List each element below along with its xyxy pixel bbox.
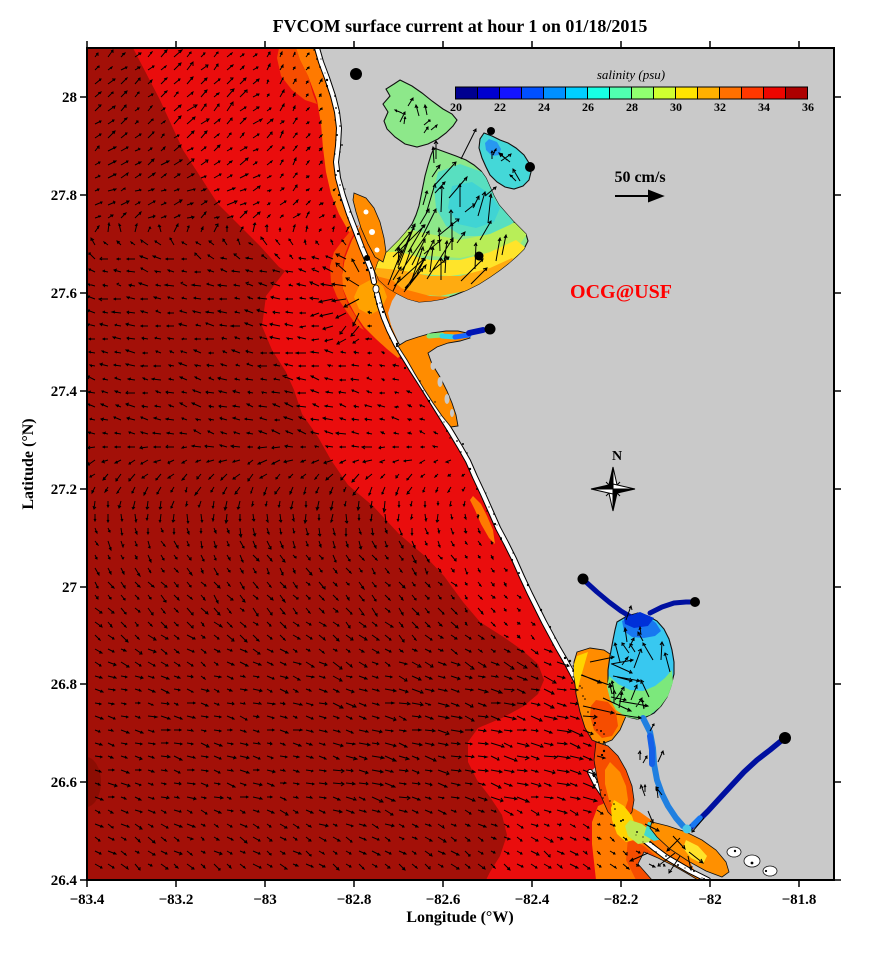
- svg-text:−82.8: −82.8: [337, 892, 372, 908]
- svg-text:26.4: 26.4: [51, 873, 78, 889]
- svg-text:34: 34: [758, 100, 770, 114]
- svg-text:27.6: 27.6: [51, 286, 78, 302]
- svg-text:28: 28: [62, 90, 77, 106]
- svg-text:36: 36: [802, 100, 814, 114]
- svg-text:20: 20: [450, 100, 462, 114]
- svg-text:27.8: 27.8: [51, 188, 77, 204]
- svg-text:N: N: [612, 449, 622, 464]
- svg-text:22: 22: [494, 100, 506, 114]
- svg-text:Longitude (°W): Longitude (°W): [406, 909, 513, 926]
- svg-text:27.4: 27.4: [51, 384, 78, 400]
- svg-text:27: 27: [62, 580, 78, 596]
- svg-text:50 cm/s: 50 cm/s: [614, 169, 665, 186]
- svg-text:30: 30: [670, 100, 682, 114]
- svg-text:−81.8: −81.8: [782, 892, 817, 908]
- svg-text:32: 32: [714, 100, 726, 114]
- svg-text:−82.2: −82.2: [604, 892, 639, 908]
- svg-text:26.6: 26.6: [51, 775, 78, 791]
- svg-text:26: 26: [582, 100, 594, 114]
- svg-text:salinity (psu): salinity (psu): [597, 67, 665, 82]
- svg-text:−82.6: −82.6: [426, 892, 461, 908]
- svg-text:−83.4: −83.4: [70, 892, 105, 908]
- svg-text:−83: −83: [253, 892, 277, 908]
- svg-text:−82.4: −82.4: [515, 892, 550, 908]
- svg-text:−83.2: −83.2: [159, 892, 194, 908]
- svg-text:Latitude (°N): Latitude (°N): [20, 418, 37, 509]
- svg-text:27.2: 27.2: [51, 482, 77, 498]
- svg-text:26.8: 26.8: [51, 677, 77, 693]
- svg-text:24: 24: [538, 100, 550, 114]
- svg-text:FVCOM surface current at hour: FVCOM surface current at hour 1 on 01/18…: [273, 16, 648, 36]
- svg-text:OCG@USF: OCG@USF: [570, 281, 672, 303]
- svg-text:28: 28: [626, 100, 638, 114]
- svg-text:−82: −82: [698, 892, 722, 908]
